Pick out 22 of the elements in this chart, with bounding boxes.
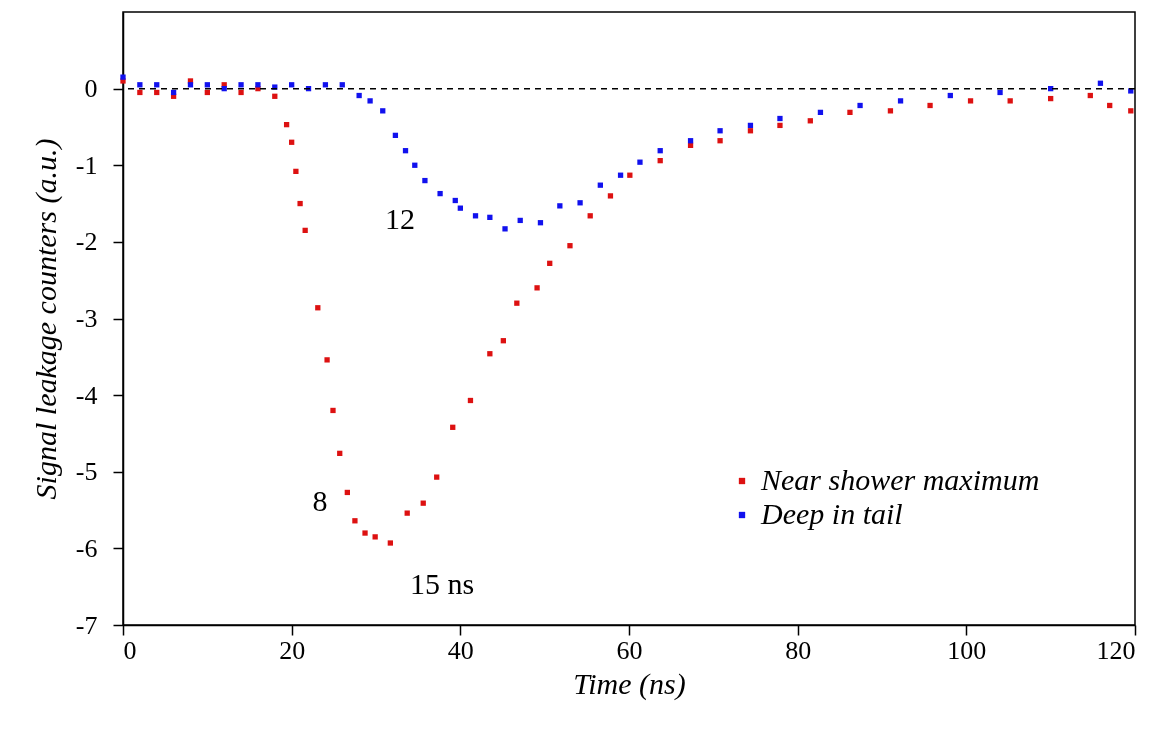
- annotation: 15 ns: [409, 567, 475, 600]
- x-tick-label: 40: [447, 635, 474, 665]
- annotation: 8: [312, 484, 328, 517]
- y-tick-label: 0: [84, 74, 98, 104]
- y-tick-label: -2: [75, 227, 98, 257]
- y-tick-label: -5: [75, 457, 98, 487]
- y-tick-label: -6: [75, 533, 98, 563]
- x-tick-label: 120: [1096, 635, 1136, 665]
- x-tick-label: 60: [616, 635, 643, 665]
- x-tick-label: 100: [947, 635, 987, 665]
- y-tick-label: -7: [75, 610, 98, 640]
- y-axis-title: Signal leakage counters (a.u.): [28, 138, 63, 500]
- x-tick-label: 20: [279, 635, 306, 665]
- y-tick-label: -1: [75, 150, 98, 180]
- x-tick-label: 80: [785, 635, 812, 665]
- legend-label: Deep in tail: [760, 497, 903, 530]
- legend-label: Near shower maximum: [760, 463, 1040, 496]
- annotation: 12: [385, 202, 415, 235]
- y-tick-label: -3: [75, 304, 98, 333]
- x-tick-label: 0: [123, 635, 137, 665]
- x-axis-title: Time (ns): [573, 666, 686, 701]
- y-tick-label: -4: [75, 380, 98, 410]
